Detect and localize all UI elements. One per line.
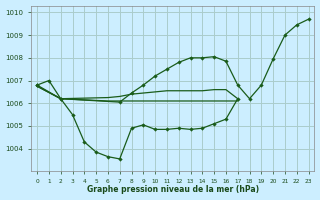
X-axis label: Graphe pression niveau de la mer (hPa): Graphe pression niveau de la mer (hPa)	[87, 185, 259, 194]
